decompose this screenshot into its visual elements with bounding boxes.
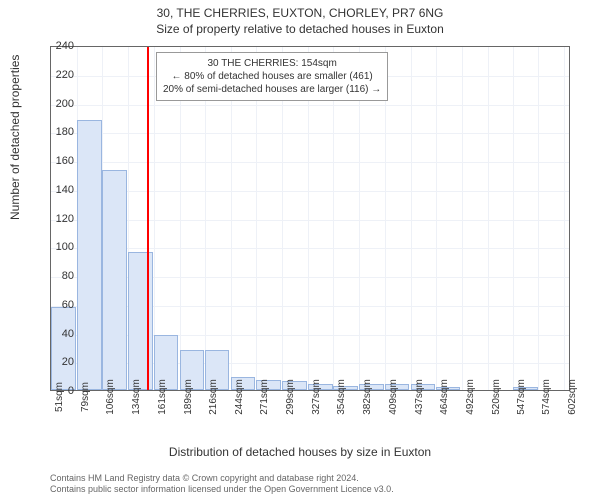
y-tick-label: 40: [44, 328, 74, 340]
x-tick-label: 51sqm: [54, 382, 65, 412]
x-tick-label: 161sqm: [157, 379, 168, 415]
x-tick-label: 216sqm: [208, 379, 219, 415]
y-tick-label: 220: [44, 69, 74, 81]
grid-line-v: [488, 47, 489, 390]
x-tick-label: 382sqm: [362, 379, 373, 415]
x-tick-label: 437sqm: [414, 379, 425, 415]
x-axis-label: Distribution of detached houses by size …: [0, 445, 600, 459]
grid-line-v: [436, 47, 437, 390]
grid-line-v: [462, 47, 463, 390]
histogram-bar: [128, 252, 153, 390]
annot-line-3: 20% of semi-detached houses are larger (…: [163, 83, 381, 96]
marker-line: [147, 47, 149, 390]
annotation-box: 30 THE CHERRIES: 154sqm ← 80% of detache…: [156, 52, 388, 101]
x-tick-label: 547sqm: [516, 379, 527, 415]
y-tick-label: 160: [44, 155, 74, 167]
x-tick-label: 520sqm: [491, 379, 502, 415]
y-tick-label: 200: [44, 98, 74, 110]
chart-area: 30 THE CHERRIES: 154sqm ← 80% of detache…: [50, 46, 570, 391]
y-tick-label: 20: [44, 356, 74, 368]
histogram-bar: [77, 120, 102, 390]
title-main: 30, THE CHERRIES, EUXTON, CHORLEY, PR7 6…: [0, 0, 600, 20]
x-tick-label: 602sqm: [567, 379, 578, 415]
x-tick-label: 464sqm: [439, 379, 450, 415]
footer-line-1: Contains HM Land Registry data © Crown c…: [50, 473, 394, 485]
title-sub: Size of property relative to detached ho…: [0, 20, 600, 36]
histogram-bar: [51, 307, 76, 390]
x-tick-label: 409sqm: [388, 379, 399, 415]
y-tick-label: 60: [44, 299, 74, 311]
y-tick-label: 140: [44, 184, 74, 196]
x-tick-label: 354sqm: [336, 379, 347, 415]
annot-line-2: ← 80% of detached houses are smaller (46…: [163, 70, 381, 83]
grid-line-v: [564, 47, 565, 390]
x-tick-label: 189sqm: [183, 379, 194, 415]
x-tick-label: 244sqm: [234, 379, 245, 415]
x-tick-label: 299sqm: [285, 379, 296, 415]
x-tick-label: 106sqm: [105, 379, 116, 415]
x-tick-label: 134sqm: [131, 379, 142, 415]
y-tick-label: 180: [44, 126, 74, 138]
x-tick-label: 79sqm: [80, 382, 91, 412]
y-axis-label: Number of detached properties: [8, 55, 22, 220]
x-tick-label: 574sqm: [541, 379, 552, 415]
grid-line-v: [411, 47, 412, 390]
grid-line-v: [513, 47, 514, 390]
annot-line-1: 30 THE CHERRIES: 154sqm: [163, 57, 381, 70]
y-tick-label: 100: [44, 241, 74, 253]
footer-line-2: Contains public sector information licen…: [50, 484, 394, 496]
y-tick-label: 120: [44, 213, 74, 225]
y-tick-label: 240: [44, 40, 74, 52]
grid-line-v: [538, 47, 539, 390]
histogram-bar: [102, 170, 127, 390]
y-tick-label: 80: [44, 270, 74, 282]
x-tick-label: 271sqm: [259, 379, 270, 415]
x-tick-label: 492sqm: [465, 379, 476, 415]
footer-attribution: Contains HM Land Registry data © Crown c…: [50, 473, 394, 496]
x-tick-label: 327sqm: [311, 379, 322, 415]
